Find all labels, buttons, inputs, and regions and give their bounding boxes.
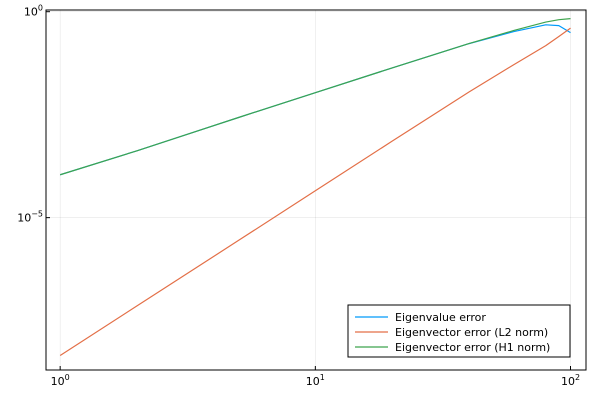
y-tick-label: 10−5: [17, 210, 43, 225]
legend-label: Eigenvalue error: [395, 311, 486, 324]
series-line-2: [59, 27, 571, 356]
x-tick-label: 100: [51, 373, 70, 388]
y-tick-label: 100: [24, 4, 43, 19]
legend-label: Eigenvector error (H1 norm): [395, 341, 550, 354]
series-lines: [59, 18, 571, 356]
axis-ticks: 100 101 102 10−5 100: [17, 4, 580, 388]
grid: [46, 10, 586, 370]
legend: Eigenvalue error Eigenvector error (L2 no…: [347, 304, 571, 358]
legend-label: Eigenvector error (L2 norm): [395, 326, 548, 339]
x-tick-label: 102: [561, 373, 580, 388]
series-line-3: [59, 18, 571, 176]
x-tick-label: 101: [306, 373, 325, 388]
plot-frame: [45, 9, 587, 371]
legend-box: [347, 304, 571, 358]
